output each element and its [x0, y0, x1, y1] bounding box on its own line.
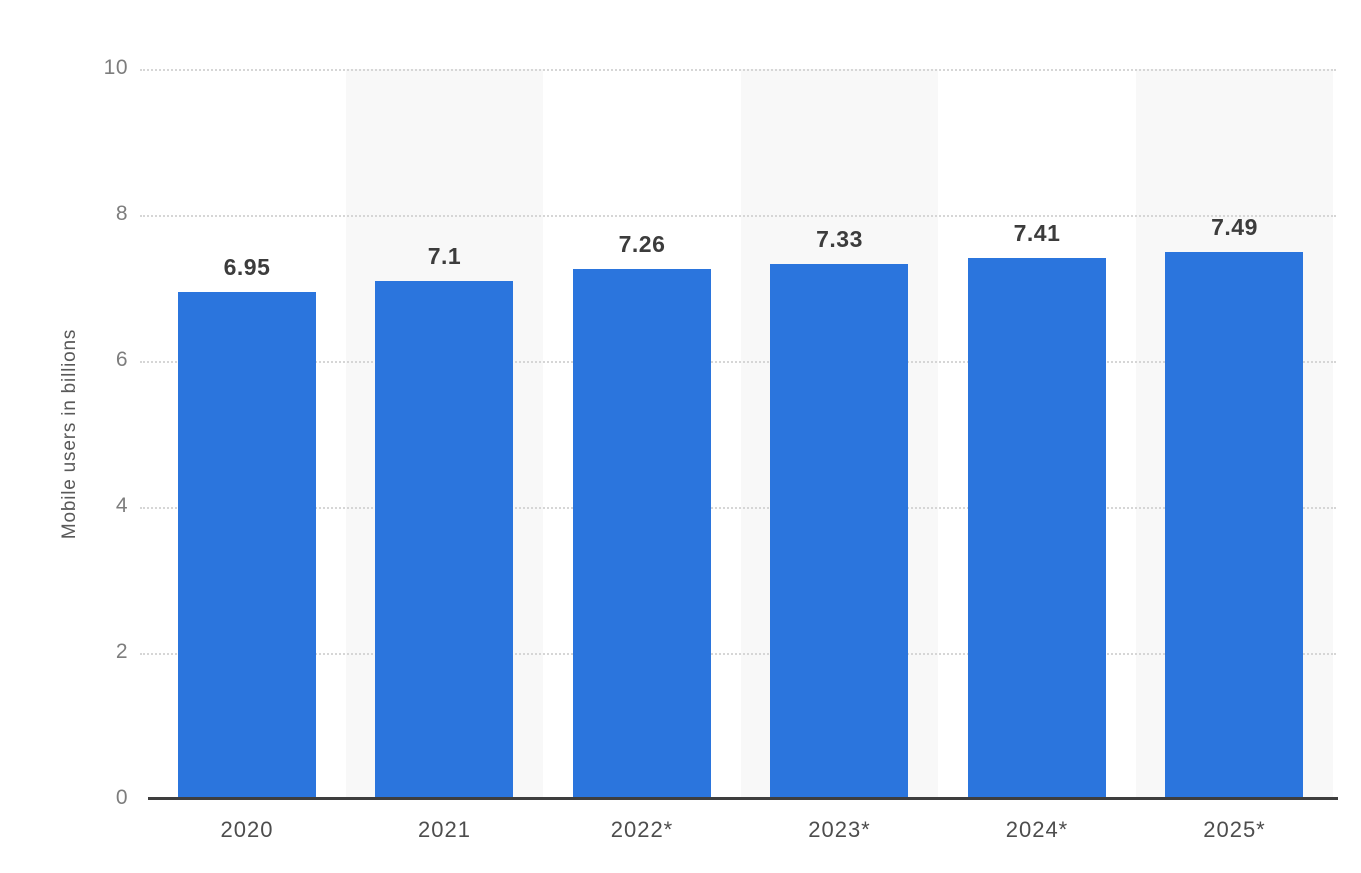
x-tick-label-2020: 2020 [220, 817, 274, 842]
bar-2020[interactable] [177, 291, 316, 798]
bar-2025*[interactable] [1165, 252, 1304, 798]
y-tick-label-6: 6 [115, 348, 128, 371]
gridline-4 [140, 507, 1336, 509]
bar-value-label-2022*: 7.26 [618, 231, 666, 258]
bar-value-label-2020: 6.95 [223, 253, 271, 280]
bar-2022*[interactable] [572, 269, 711, 798]
bar-2021[interactable] [375, 280, 514, 798]
y-tick-label-10: 10 [103, 56, 128, 79]
y-tick-label-0: 0 [115, 786, 128, 809]
gridline-6 [140, 361, 1336, 363]
bar-2023*[interactable] [770, 263, 909, 798]
x-axis-line [148, 797, 1338, 800]
gridline-10 [140, 69, 1336, 71]
gridline-2 [140, 653, 1336, 655]
y-tick-label-8: 8 [115, 202, 128, 225]
x-tick-label-2023*: 2023* [808, 817, 871, 842]
x-tick-label-2025*: 2025* [1203, 817, 1266, 842]
y-tick-label-2: 2 [115, 640, 128, 663]
x-tick-label-2024*: 2024* [1005, 817, 1069, 842]
bar-value-label-2024*: 7.41 [1013, 220, 1061, 247]
x-tick-label-2022*: 2022* [610, 817, 674, 842]
x-tick-label-2021: 2021 [418, 817, 471, 842]
bar-value-label-2023*: 7.33 [816, 225, 863, 252]
y-tick-label-4: 4 [115, 494, 128, 517]
bar-value-label-2025*: 7.49 [1211, 214, 1258, 241]
gridline-8 [140, 215, 1336, 217]
bar-2024*[interactable] [967, 258, 1106, 798]
bar-value-label-2021: 7.1 [427, 242, 462, 269]
